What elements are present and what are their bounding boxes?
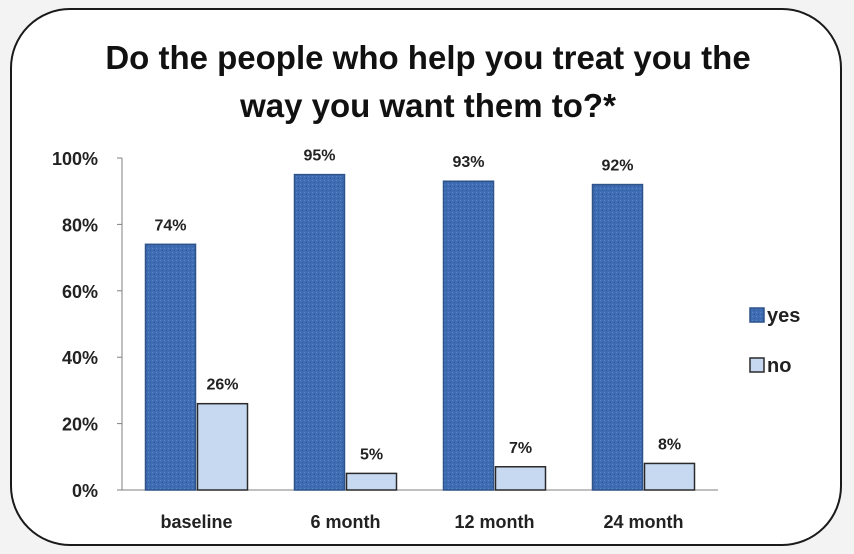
- y-tick-label: 40%: [62, 348, 98, 368]
- y-tick-label: 0%: [72, 481, 98, 501]
- bar-yes-12-month: [442, 180, 495, 491]
- data-label-yes: 95%: [303, 148, 335, 165]
- data-label-yes: 93%: [452, 154, 484, 171]
- y-tick-label: 100%: [52, 149, 98, 169]
- x-tick-label: 6 month: [311, 512, 381, 532]
- legend-swatch-yes: [749, 307, 765, 323]
- y-tick-label: 60%: [62, 282, 98, 302]
- bar-yes-24-month: [591, 183, 644, 491]
- data-label-no: 5%: [360, 446, 383, 463]
- bar-no-12-month: [494, 466, 547, 491]
- bar-no-baseline: [196, 402, 249, 491]
- x-tick-label: 12 month: [454, 512, 534, 532]
- legend-swatch-no: [749, 357, 765, 373]
- data-label-no: 7%: [509, 440, 532, 457]
- data-label-no: 26%: [206, 377, 238, 394]
- bar-no-24-month: [643, 462, 696, 491]
- y-tick-label: 80%: [62, 215, 98, 235]
- x-tick-label: 24 month: [603, 512, 683, 532]
- data-label-yes: 74%: [154, 217, 186, 234]
- data-label-yes: 92%: [601, 158, 633, 175]
- bar-no-6-month: [345, 472, 398, 491]
- y-tick-label: 20%: [62, 415, 98, 435]
- bar-yes-6-month: [293, 173, 346, 491]
- legend-label-yes: yes: [767, 305, 800, 327]
- chart-title: Do the people who help you treat you the…: [105, 39, 751, 124]
- x-tick-label: baseline: [160, 512, 232, 532]
- data-label-no: 8%: [658, 436, 681, 453]
- bar-yes-baseline: [144, 243, 197, 491]
- legend-label-no: no: [767, 355, 791, 377]
